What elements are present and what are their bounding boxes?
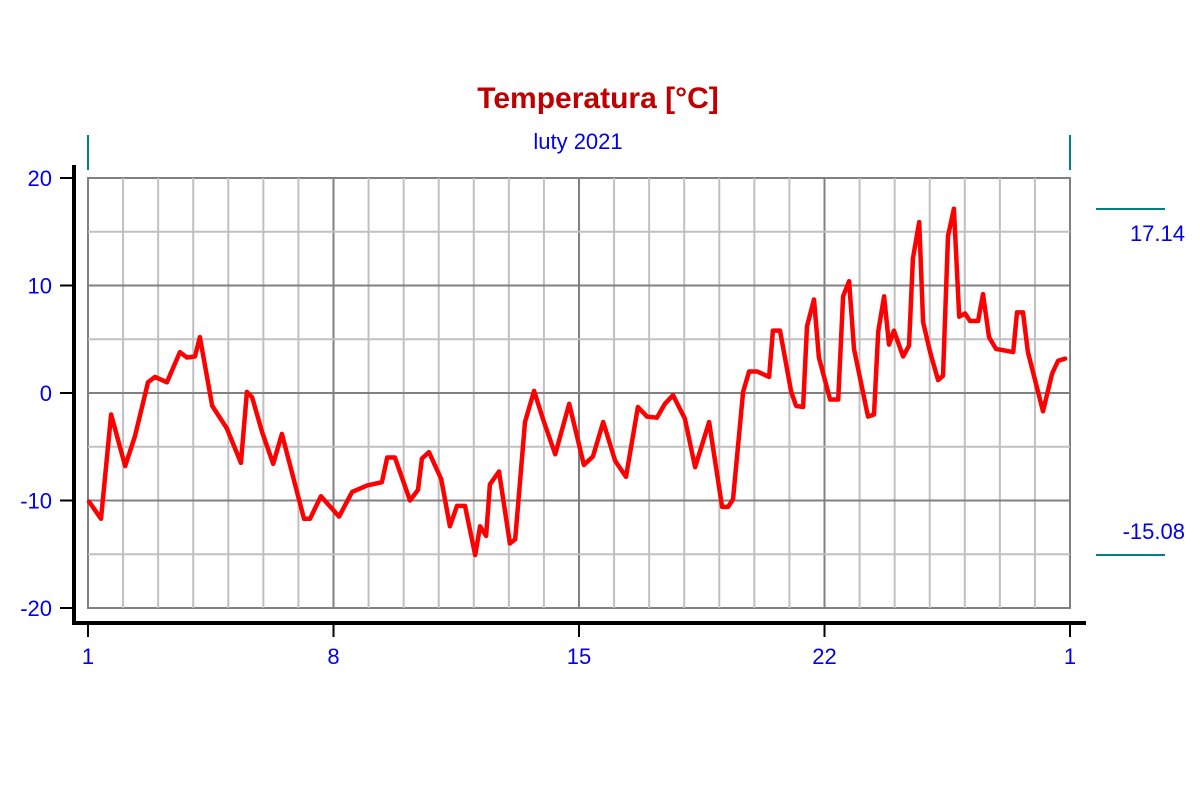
- x-tick-label: 22: [812, 644, 836, 669]
- y-tick-label: -20: [20, 596, 52, 621]
- min-max-markers: 17.14 -15.08: [87, 135, 1185, 556]
- x-tick-label: 8: [327, 644, 339, 669]
- x-tick-label: 1: [82, 644, 94, 669]
- chart-subtitle: luty 2021: [533, 129, 622, 154]
- y-tick-label: -10: [20, 489, 52, 514]
- y-axis-ticks: 20 10 0 -10 -20: [20, 166, 74, 621]
- chart-title: Temperatura [°C]: [477, 82, 718, 115]
- y-tick-label: 10: [28, 274, 52, 299]
- x-tick-label: 1: [1064, 644, 1076, 669]
- y-tick-label: 0: [40, 381, 52, 406]
- grid: [87, 177, 1071, 609]
- x-axis-ticks: 1 8 15 22 1: [82, 623, 1076, 669]
- y-tick-label: 20: [28, 166, 52, 191]
- temperature-series-line: [86, 206, 1068, 558]
- x-tick-label: 15: [567, 644, 591, 669]
- min-label: -15.08: [1123, 519, 1185, 544]
- max-label: 17.14: [1130, 221, 1185, 246]
